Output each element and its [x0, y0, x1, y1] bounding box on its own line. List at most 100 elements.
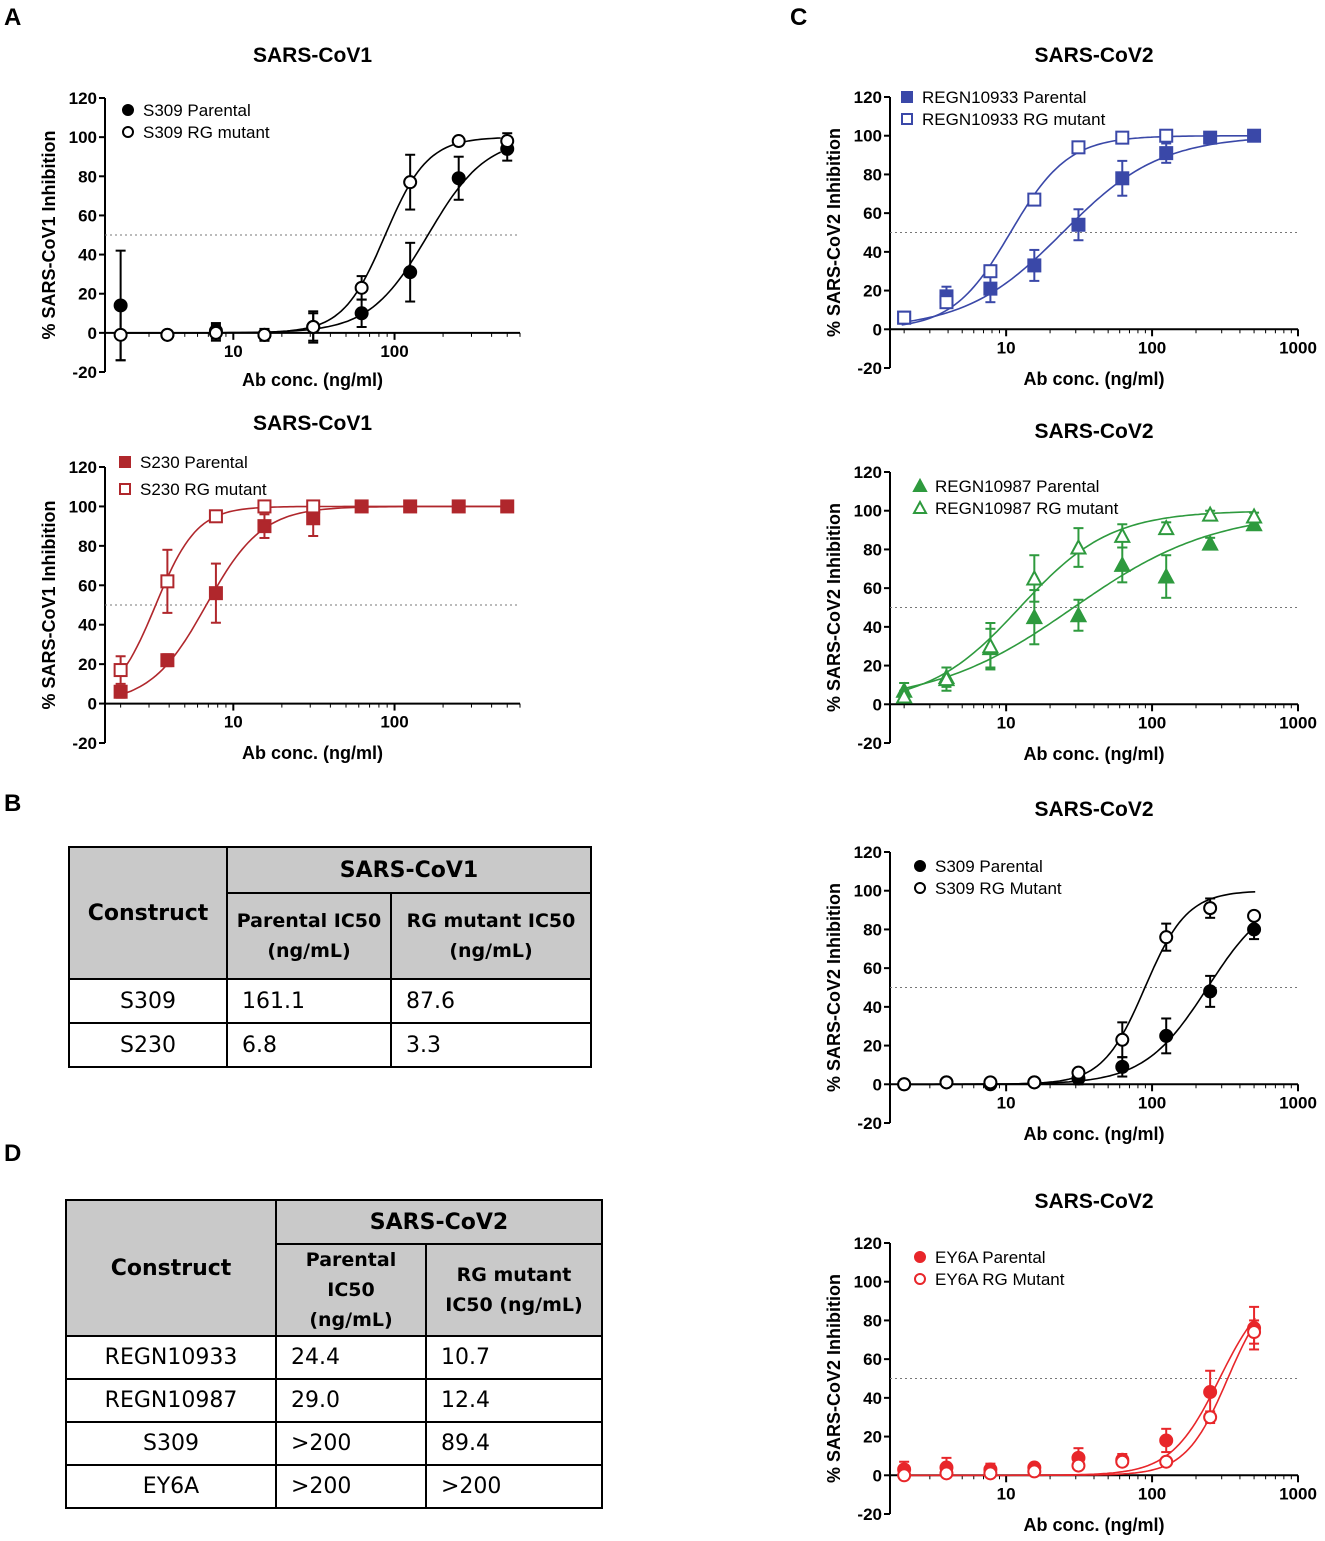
data-point [354, 280, 369, 295]
legend-label: S309 RG Mutant [935, 879, 1062, 898]
table-cell-construct: REGN10987 [65, 1378, 277, 1423]
data-point [113, 684, 128, 699]
data-point [1071, 1065, 1086, 1080]
table-cell-construct: S309 [68, 978, 228, 1024]
y-tick-label: 100 [69, 128, 97, 147]
y-tick-label: 100 [69, 497, 97, 516]
legend-label: REGN10933 RG mutant [922, 110, 1106, 129]
x-tick-label: 10 [224, 713, 243, 732]
chart-title: SARS-CoV2 [1034, 44, 1153, 67]
table-d-rg-header-line2: IC50 (ng/mL) [445, 1294, 583, 1316]
data-point [1027, 192, 1042, 207]
data-point [895, 687, 913, 704]
x-axis-title: Ab conc. (ng/ml) [242, 370, 383, 390]
data-point [1159, 930, 1174, 945]
data-point [160, 574, 175, 589]
y-tick-label: 40 [78, 616, 97, 635]
table-d-rg-header: RG mutant IC50 (ng/mL) [425, 1243, 603, 1337]
y-tick-label: 80 [863, 1311, 882, 1330]
table-row: EY6A >200 >200 [65, 1464, 603, 1509]
x-axis-title: Ab conc. (ng/ml) [1024, 369, 1165, 389]
legend-label: S309 Parental [143, 101, 251, 120]
y-tick-label: 20 [863, 1428, 882, 1447]
data-point [1025, 608, 1043, 625]
y-tick-label: 20 [863, 282, 882, 301]
legend-marker [914, 1251, 926, 1263]
y-tick-label: 120 [854, 1234, 882, 1253]
data-point [1159, 1028, 1174, 1043]
legend-label: REGN10987 RG mutant [935, 499, 1119, 518]
table-row: REGN10933 24.4 10.7 [65, 1335, 603, 1380]
y-tick-label: -20 [857, 734, 882, 753]
y-tick-label: 100 [854, 882, 882, 901]
table-cell-rg: 10.7 [425, 1335, 603, 1380]
data-point [937, 670, 956, 687]
x-tick-label: 100 [1138, 713, 1166, 732]
y-tick-label: 0 [873, 1075, 882, 1094]
y-tick-label: 120 [69, 89, 97, 108]
y-tick-label: 60 [863, 204, 882, 223]
y-tick-label: -20 [857, 1505, 882, 1524]
y-axis-title: % SARS-CoV2 Inhibition [824, 503, 844, 712]
table-cell-parental: >200 [275, 1464, 427, 1509]
legend-label: REGN10933 Parental [922, 88, 1086, 107]
y-tick-label: 100 [854, 127, 882, 146]
x-axis-title: Ab conc. (ng/ml) [242, 743, 383, 763]
y-tick-label: 60 [863, 579, 882, 598]
y-tick-label: -20 [857, 359, 882, 378]
data-point [1203, 130, 1218, 145]
data-point [1201, 534, 1219, 551]
data-point [1245, 515, 1263, 532]
legend-label: S230 Parental [140, 453, 248, 472]
data-point [897, 310, 912, 325]
table-d-rg-header-line1: RG mutant [456, 1264, 572, 1286]
y-axis-title: % SARS-CoV2 Inhibition [824, 883, 844, 1092]
y-tick-label: -20 [72, 363, 97, 382]
table-cell-parental: 29.0 [275, 1378, 427, 1423]
x-tick-label: 10 [224, 342, 243, 361]
data-point [939, 1075, 954, 1090]
table-b-rg-header: RG mutant IC50 (ng/mL) [390, 892, 592, 980]
data-point [897, 1468, 912, 1483]
chart-title: SARS-CoV2 [1034, 798, 1153, 821]
legend-marker [122, 104, 134, 116]
data-point [939, 295, 954, 310]
table-cell-parental: 161.1 [226, 978, 392, 1024]
data-point [1027, 258, 1042, 273]
data-point [451, 171, 466, 186]
chart-title: SARS-CoV2 [1034, 1190, 1153, 1213]
y-tick-label: 20 [863, 1037, 882, 1056]
data-point [1027, 1075, 1042, 1090]
data-point [403, 175, 418, 190]
data-point [1157, 567, 1175, 584]
table-b-sars-cov1-ic50: Construct SARS-CoV1 Parental IC50 (ng/mL… [68, 846, 592, 1068]
legend-label: S309 Parental [935, 857, 1043, 876]
data-point [981, 637, 1000, 654]
data-point [983, 1466, 998, 1481]
data-point [500, 499, 515, 514]
legend-marker [912, 477, 928, 492]
y-tick-label: 40 [78, 246, 97, 265]
legend-marker [901, 91, 913, 103]
data-point [257, 327, 272, 342]
y-tick-label: -20 [857, 1114, 882, 1133]
table-cell-construct: S309 [65, 1421, 277, 1466]
x-tick-label: 100 [380, 342, 408, 361]
data-point [897, 1077, 912, 1092]
table-b-group-header: SARS-CoV1 [226, 846, 592, 894]
x-tick-label: 1000 [1279, 1093, 1317, 1112]
data-point [1115, 1059, 1130, 1074]
y-tick-label: 60 [78, 206, 97, 225]
x-axis-title: Ab conc. (ng/ml) [1024, 744, 1165, 764]
legend-marker [119, 456, 131, 468]
data-point [354, 306, 369, 321]
legend-label: EY6A RG Mutant [935, 1270, 1065, 1289]
data-point [1115, 171, 1130, 186]
y-tick-label: 100 [854, 1273, 882, 1292]
legend-label: S230 RG mutant [140, 480, 267, 499]
